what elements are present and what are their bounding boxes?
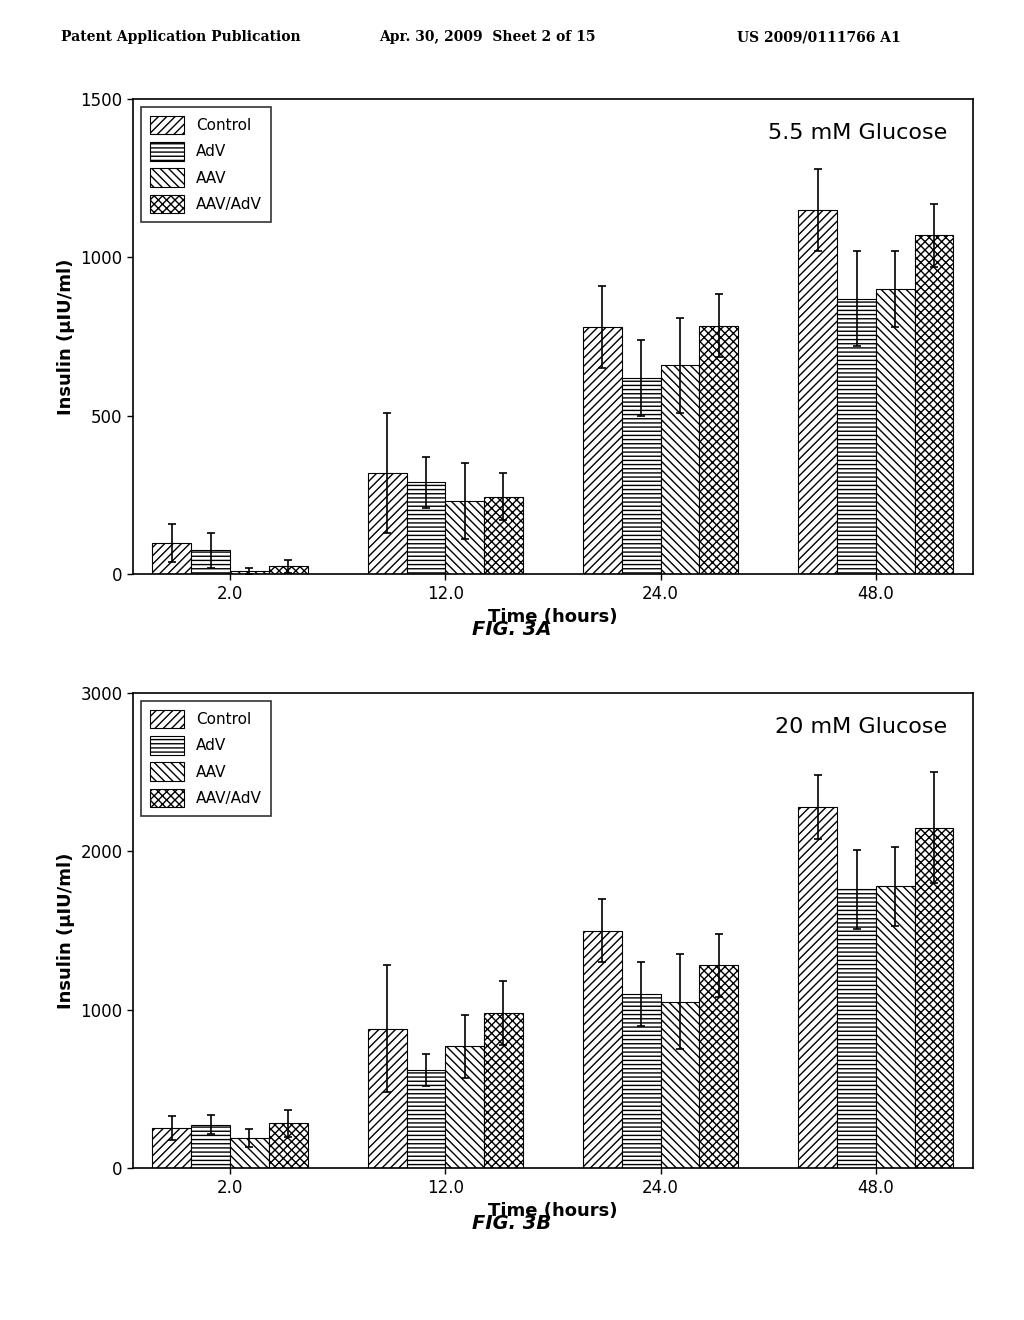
Bar (799, 210, 838, 574)
Bar (838, 298, 876, 574)
Bar (268, 566, 307, 574)
Bar (622, 994, 660, 1168)
Bar (699, 326, 738, 574)
Bar (876, 289, 914, 574)
Bar (484, 1012, 523, 1168)
Text: Apr. 30, 2009  Sheet 2 of 15: Apr. 30, 2009 Sheet 2 of 15 (379, 30, 595, 45)
Bar (622, 378, 660, 574)
Bar (368, 473, 407, 574)
Bar (191, 1125, 230, 1168)
X-axis label: Time (hours): Time (hours) (488, 609, 617, 626)
Legend: Control, AdV, AAV, AAV/AdV: Control, AdV, AAV, AAV/AdV (140, 107, 270, 223)
Bar (191, 550, 230, 574)
Bar (153, 543, 191, 574)
Bar (445, 502, 484, 574)
Bar (153, 1127, 191, 1168)
Bar (583, 931, 622, 1168)
Y-axis label: Insulin (μIU/ml): Insulin (μIU/ml) (57, 853, 75, 1008)
Bar (914, 235, 953, 574)
Text: 5.5 mM Glucose: 5.5 mM Glucose (768, 123, 947, 143)
Bar (838, 890, 876, 1168)
Bar (230, 1138, 268, 1168)
Bar (407, 1071, 445, 1168)
Bar (699, 965, 738, 1168)
Text: US 2009/0111766 A1: US 2009/0111766 A1 (737, 30, 901, 45)
Bar (268, 1123, 307, 1168)
Text: FIG. 3B: FIG. 3B (472, 1214, 552, 1233)
Bar (407, 482, 445, 574)
Bar (230, 572, 268, 574)
Bar (660, 366, 699, 574)
Bar (484, 496, 523, 574)
Bar (445, 1047, 484, 1168)
X-axis label: Time (hours): Time (hours) (488, 1203, 617, 1220)
Bar (368, 1028, 407, 1168)
Y-axis label: Insulin (μIU/ml): Insulin (μIU/ml) (57, 259, 75, 414)
Text: Patent Application Publication: Patent Application Publication (61, 30, 301, 45)
Bar (799, 807, 838, 1168)
Bar (583, 327, 622, 574)
Bar (914, 828, 953, 1168)
Legend: Control, AdV, AAV, AAV/AdV: Control, AdV, AAV, AAV/AdV (140, 701, 270, 817)
Bar (660, 1002, 699, 1168)
Text: FIG. 3A: FIG. 3A (472, 620, 552, 639)
Bar (876, 886, 914, 1168)
Text: 20 mM Glucose: 20 mM Glucose (775, 717, 947, 737)
